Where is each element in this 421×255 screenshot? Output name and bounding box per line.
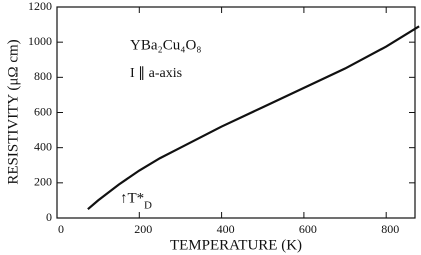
resistivity-line [87,25,420,211]
x-tick-label: 400 [217,222,235,236]
y-tick-label: 1000 [28,34,52,48]
y-tick-label: 1200 [28,0,52,13]
x-axis-label: TEMPERATURE (K) [170,237,302,253]
y-tick-label: 400 [34,139,52,153]
orientation-label: I ∥ a-axis [130,66,182,81]
td-subscript: D [144,200,152,212]
x-tick-label: 0 [58,222,64,236]
y-tick-label: 200 [34,175,52,189]
y-tick-label: 600 [34,104,52,118]
sample-label: YBa₂Cu₄O₈ [130,37,202,53]
x-tick-label: 800 [381,222,399,236]
plot-frame [56,6,416,219]
y-axis-label: RESISTIVITY (μΩ cm) [5,39,21,184]
x-tick-label: 600 [299,222,317,236]
td-label: ↑T* [120,190,144,206]
x-tick-label: 200 [134,222,152,236]
y-tick-label: 0 [46,210,52,224]
y-tick-label: 800 [34,69,52,83]
